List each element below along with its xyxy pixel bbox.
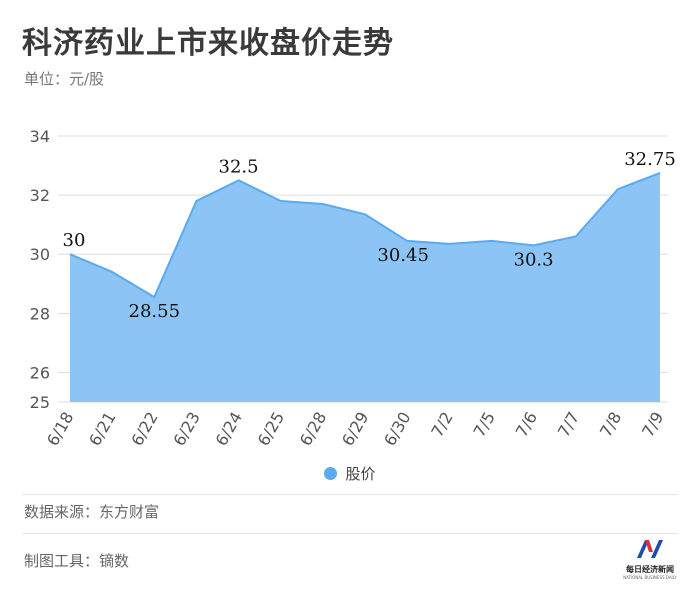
x-tick-label: 6/28	[296, 409, 330, 450]
y-axis-ticks: 25 26 28 30 32 34	[30, 127, 50, 412]
legend-marker	[324, 467, 338, 480]
x-tick-label: 6/23	[169, 409, 203, 450]
x-axis-ticks: 6/18 6/21 6/22 6/23 6/24 6/25 6/28 6/29 6/30 7/2 7…	[43, 409, 667, 450]
data-label: 32.5	[219, 156, 259, 177]
y-tick-label: 28	[30, 304, 50, 323]
y-tick-label: 26	[30, 363, 50, 382]
data-label: 30.3	[514, 249, 554, 270]
y-tick-label: 34	[30, 127, 50, 146]
y-tick-label: 25	[30, 393, 50, 412]
series-line-stock-price	[69, 172, 661, 299]
x-tick-label: 7/8	[596, 409, 625, 441]
divider	[22, 533, 678, 534]
brand-logo: 每日经济新闻 NATIONAL BUSINESS DAILY	[614, 538, 686, 582]
data-labels: 30 28.55 32.5 30.45 30.3 32.75	[63, 149, 676, 322]
data-label: 32.75	[624, 149, 676, 170]
data-label: 28.55	[129, 301, 181, 322]
data-label: 30	[63, 230, 86, 251]
x-tick-label: 7/2	[427, 409, 456, 441]
chart-tool: 制图工具：镝数	[24, 552, 130, 570]
data-label: 30.45	[377, 245, 429, 266]
x-tick-label: 6/18	[43, 409, 77, 450]
y-tick-label: 32	[30, 186, 50, 205]
x-tick-label: 7/7	[554, 409, 583, 441]
area-fill	[70, 172, 660, 402]
x-tick-label: 7/6	[512, 409, 541, 441]
x-tick-label: 6/25	[254, 409, 288, 450]
logo-text: 每日经济新闻	[626, 565, 674, 574]
unit-label: 单位：元/股	[24, 70, 105, 88]
x-tick-label: 6/24	[212, 409, 246, 450]
legend: 股价	[0, 463, 700, 484]
x-tick-label: 6/21	[85, 409, 119, 450]
x-tick-label: 7/9	[638, 409, 667, 441]
data-source: 数据来源：东方财富	[24, 503, 160, 521]
x-tick-label: 7/5	[470, 409, 499, 441]
chart-title: 科济药业上市来收盘价走势	[22, 26, 394, 61]
x-tick-label: 6/30	[380, 409, 414, 450]
logo-mark-icon	[637, 540, 663, 558]
legend-label: 股价	[345, 465, 376, 483]
logo-subtext: NATIONAL BUSINESS DAILY	[623, 575, 677, 580]
x-tick-label: 6/22	[127, 409, 161, 450]
y-tick-label: 30	[30, 245, 50, 264]
divider	[22, 494, 678, 495]
x-tick-label: 6/29	[338, 409, 372, 450]
